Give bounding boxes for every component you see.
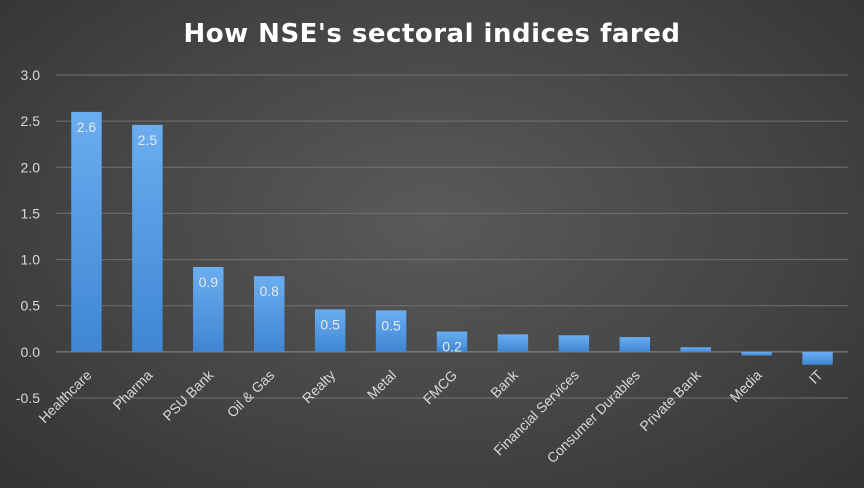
x-category-label: Oil & Gas: [224, 367, 278, 421]
y-tick-label: 1.0: [21, 252, 41, 268]
x-category-label: PSU Bank: [159, 366, 217, 424]
x-category-label: Realty: [299, 367, 338, 406]
data-label: 0.2: [442, 339, 462, 355]
bar-4: [314, 309, 346, 352]
data-label: 0.8: [259, 283, 279, 299]
x-category-label: FMCG: [420, 367, 460, 407]
x-category-label: Healthcare: [35, 367, 94, 426]
y-tick-label: 2.5: [21, 113, 41, 129]
y-tick-label: 2.0: [21, 159, 41, 175]
bar-10: [680, 347, 711, 352]
x-axis: Healthcare Pharma PSU Bank Oil & Gas Realty M…: [35, 366, 826, 466]
bar-0: [71, 111, 102, 352]
data-label: 0.9: [199, 274, 219, 290]
x-category-label: Bank: [487, 366, 522, 401]
bar-2: [193, 266, 224, 352]
x-category-label: Metal: [364, 367, 400, 403]
y-tick-label: 3.0: [21, 67, 41, 83]
bar-8: [558, 335, 590, 352]
data-label: 0.5: [381, 317, 401, 333]
bar-5: [375, 310, 407, 352]
x-category-label: Private Bank: [636, 366, 704, 434]
bar-3: [254, 276, 285, 352]
data-labels: 2.6 2.5 0.9 0.8 0.5 0.5 0.2: [77, 119, 462, 355]
y-tick-label: -0.5: [16, 390, 40, 406]
bar-12: [802, 351, 833, 365]
y-tick-label: 0.0: [21, 344, 41, 360]
x-category-label: IT: [806, 366, 826, 386]
bar-6: [436, 331, 468, 352]
x-category-label: Pharma: [110, 367, 156, 413]
y-tick-label: 1.5: [21, 205, 41, 221]
x-category-label: Media: [726, 367, 764, 405]
bar-1: [132, 124, 163, 352]
y-tick-label: 0.5: [21, 298, 41, 314]
y-axis: 3.0 2.5 2.0 1.5 1.0 0.5 0.0 -0.5: [16, 67, 40, 406]
chart-title: How NSE's sectoral indices fared: [183, 19, 680, 49]
data-label: 2.6: [77, 119, 97, 135]
data-label: 0.5: [320, 316, 340, 332]
bar-11: [741, 351, 772, 356]
data-label: 2.5: [138, 132, 158, 148]
bar-9: [619, 337, 650, 352]
gridlines: [56, 74, 848, 399]
bars: [71, 111, 833, 365]
bar-7: [497, 334, 529, 352]
